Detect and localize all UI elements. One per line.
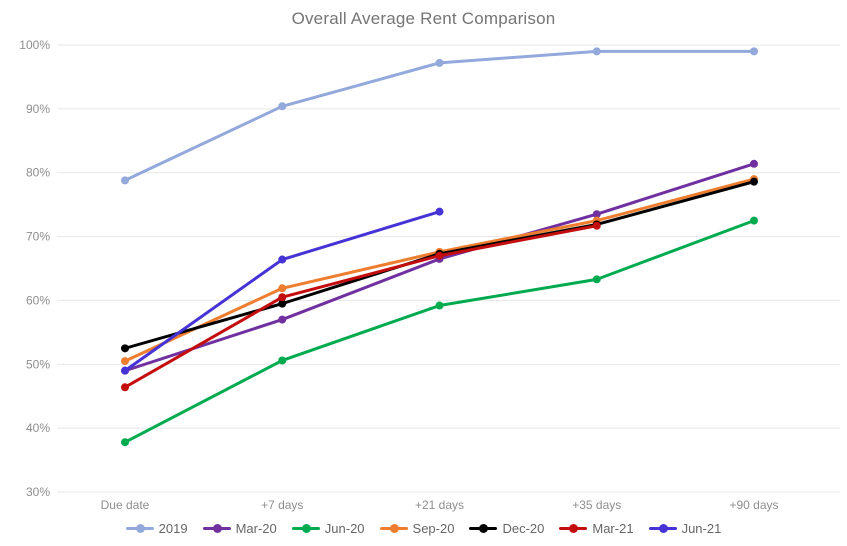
legend-label: Jun-21 bbox=[681, 520, 722, 536]
x-tick-label: +35 days bbox=[572, 498, 621, 512]
data-point-2019[interactable] bbox=[750, 47, 758, 56]
series-line-Mar-20 bbox=[123, 162, 756, 373]
y-tick-label: 100% bbox=[19, 38, 50, 52]
data-point-Mar-20[interactable] bbox=[750, 159, 758, 168]
legend-marker-Dec-20 bbox=[469, 523, 498, 533]
data-point-2019[interactable] bbox=[278, 102, 287, 111]
series-Jun-20 bbox=[121, 216, 758, 447]
x-tick-label: Due date bbox=[101, 498, 150, 512]
series-line-2019 bbox=[123, 49, 756, 182]
legend-label: 2019 bbox=[158, 520, 188, 536]
legend-label: Mar-20 bbox=[235, 520, 277, 536]
y-tick-label: 30% bbox=[26, 485, 50, 499]
legend-label: Sep-20 bbox=[412, 520, 455, 536]
y-tick-label: 90% bbox=[26, 102, 50, 116]
data-point-Mar-21[interactable] bbox=[121, 383, 129, 392]
data-point-Dec-20[interactable] bbox=[278, 299, 287, 308]
series-Jun-21 bbox=[121, 207, 444, 375]
series-Mar-20 bbox=[121, 159, 758, 375]
data-point-Jun-21[interactable] bbox=[435, 207, 444, 216]
legend-item-Mar-21[interactable]: Mar-21 bbox=[559, 520, 634, 536]
series-Mar-21 bbox=[121, 221, 601, 392]
y-tick-label: 80% bbox=[26, 166, 50, 180]
data-point-2019[interactable] bbox=[435, 58, 444, 67]
data-point-Jun-21[interactable] bbox=[121, 366, 129, 375]
legend-marker-Mar-20 bbox=[202, 523, 231, 533]
legend-marker-Sep-20 bbox=[379, 523, 408, 533]
data-point-Mar-20[interactable] bbox=[592, 210, 601, 219]
data-point-Jun-20[interactable] bbox=[435, 301, 444, 310]
legend-label: Dec-20 bbox=[502, 520, 545, 536]
data-point-Sep-20[interactable] bbox=[121, 357, 129, 366]
data-point-2019[interactable] bbox=[592, 47, 601, 56]
data-point-Jun-20[interactable] bbox=[121, 438, 129, 447]
data-point-Dec-20[interactable] bbox=[750, 177, 758, 186]
data-point-Mar-20[interactable] bbox=[278, 315, 287, 324]
y-tick-label: 70% bbox=[26, 230, 50, 244]
legend-item-Dec-20[interactable]: Dec-20 bbox=[469, 521, 544, 536]
legend-label: Mar-21 bbox=[592, 520, 634, 536]
data-point-2019[interactable] bbox=[121, 176, 129, 185]
data-point-Mar-21[interactable] bbox=[435, 251, 444, 260]
x-tick-label: +7 days bbox=[261, 498, 303, 512]
data-point-Jun-20[interactable] bbox=[750, 216, 758, 225]
data-point-Jun-20[interactable] bbox=[278, 356, 287, 365]
legend-item-2019[interactable]: 2019 bbox=[125, 520, 188, 536]
chart-legend: 2019 Mar-20 Jun-20 Sep-20 Dec-20 Mar-21 Jun-21 bbox=[0, 515, 847, 541]
x-tick-label: +90 days bbox=[729, 498, 778, 512]
chart-title: Overall Average Rent Comparison bbox=[291, 9, 556, 28]
legend-item-Jun-21[interactable]: Jun-21 bbox=[648, 520, 722, 536]
series-line-Mar-21 bbox=[123, 224, 599, 389]
y-tick-label: 50% bbox=[26, 357, 50, 371]
data-point-Dec-20[interactable] bbox=[121, 344, 129, 353]
data-point-Mar-21[interactable] bbox=[592, 221, 601, 230]
legend-marker-Jun-20 bbox=[291, 523, 320, 533]
legend-item-Jun-20[interactable]: Jun-20 bbox=[291, 520, 365, 536]
series-line-Dec-20 bbox=[123, 180, 756, 350]
data-point-Jun-21[interactable] bbox=[278, 255, 287, 264]
data-point-Mar-21[interactable] bbox=[278, 293, 287, 302]
y-tick-label: 60% bbox=[26, 293, 50, 307]
legend-marker-Jun-21 bbox=[648, 523, 677, 533]
legend-item-Sep-20[interactable]: Sep-20 bbox=[379, 520, 455, 536]
legend-marker-Mar-21 bbox=[559, 523, 588, 533]
series-Sep-20 bbox=[121, 175, 758, 366]
data-point-Sep-20[interactable] bbox=[278, 284, 287, 293]
legend-marker-2019 bbox=[125, 523, 154, 533]
series-2019 bbox=[121, 47, 758, 185]
y-tick-label: 40% bbox=[26, 421, 50, 435]
legend-item-Mar-20[interactable]: Mar-20 bbox=[202, 520, 277, 536]
data-point-Jun-20[interactable] bbox=[592, 275, 601, 284]
x-tick-label: +21 days bbox=[415, 498, 464, 512]
legend-label: Jun-20 bbox=[324, 520, 365, 536]
